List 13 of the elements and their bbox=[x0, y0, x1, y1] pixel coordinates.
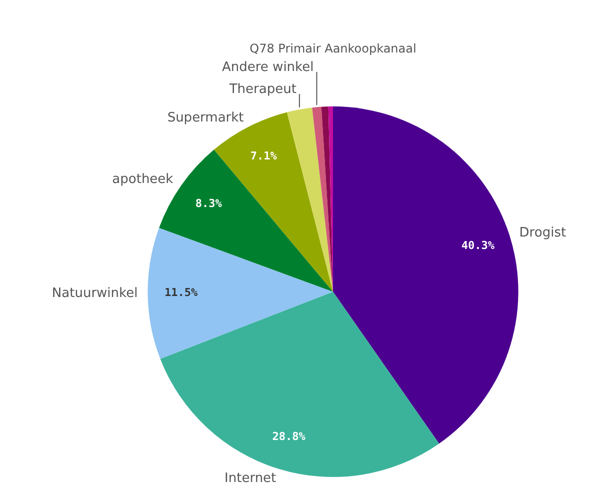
slice-label: Drogist bbox=[519, 225, 566, 240]
data-label: 7.1% bbox=[250, 149, 278, 162]
data-label: 8.3% bbox=[195, 197, 222, 210]
slice-label: Internet bbox=[224, 470, 276, 486]
data-label: 28.8% bbox=[272, 430, 306, 443]
slice-label: apotheek bbox=[112, 172, 174, 187]
slice-label: Natuurwinkel bbox=[52, 286, 138, 301]
data-label: 40.3% bbox=[461, 238, 495, 252]
chart-title: Q78 Primair Aankoopkanaal bbox=[250, 41, 416, 56]
slice-label: Therapeut bbox=[228, 82, 296, 97]
slice-label: Supermarkt bbox=[167, 110, 244, 126]
slice-label: Andere winkel bbox=[222, 60, 314, 75]
data-label: 11.5% bbox=[164, 286, 198, 299]
